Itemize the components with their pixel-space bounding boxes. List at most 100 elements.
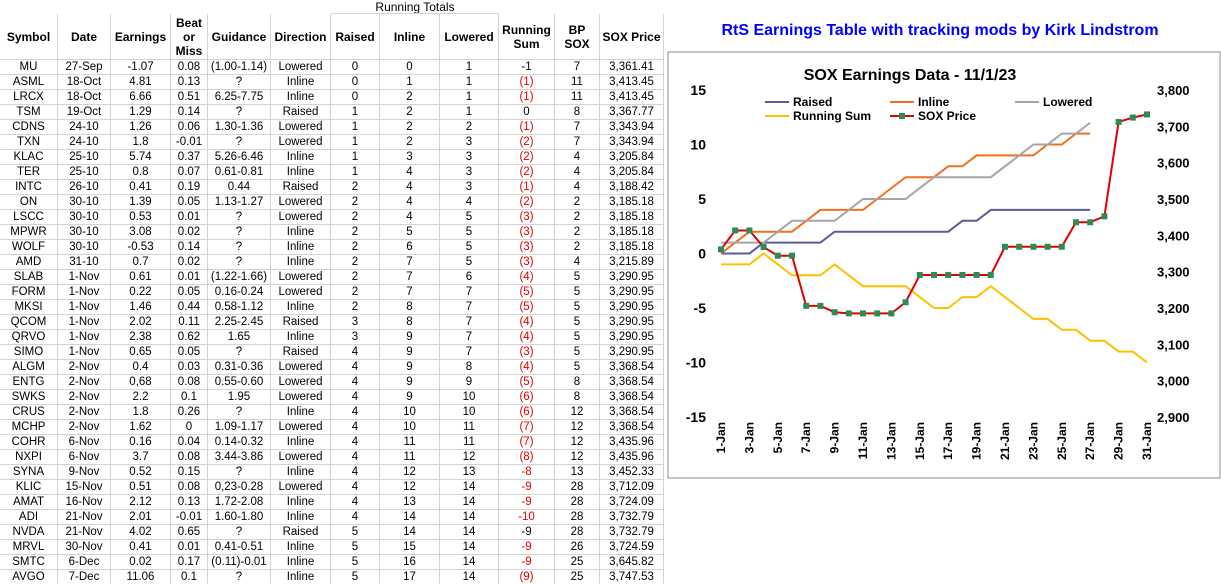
cell: 2.25-2.45	[208, 315, 271, 330]
cell: MCHP	[0, 420, 58, 435]
cell: 3.7	[111, 450, 171, 465]
cell: Lowered	[271, 360, 331, 375]
cell: (6)	[499, 390, 555, 405]
cell: QCOM	[0, 315, 58, 330]
cell: 30-10	[58, 240, 111, 255]
cell: -9	[499, 480, 555, 495]
cell: SYNA	[0, 465, 58, 480]
cell: (1)	[499, 180, 555, 195]
cell: 0.08	[171, 60, 208, 75]
cell: 0.37	[171, 150, 208, 165]
cell: 0.01	[171, 540, 208, 555]
cell: -0.01	[171, 135, 208, 150]
cell: 0.62	[171, 330, 208, 345]
cell: 0.13	[171, 75, 208, 90]
cell: 13	[555, 465, 600, 480]
cell: -1	[499, 60, 555, 75]
cell: 14	[440, 495, 499, 510]
cell: (1.22-1.66)	[208, 270, 271, 285]
cell: 3,368.54	[600, 405, 664, 420]
cell: -9	[499, 525, 555, 540]
x-tick-label: 31-Jan	[1140, 422, 1154, 460]
y2-tick-label: 3,700	[1157, 119, 1190, 134]
cell: (2)	[499, 195, 555, 210]
cell: 0.04	[171, 435, 208, 450]
cell: 28	[555, 495, 600, 510]
cell: 2	[555, 240, 600, 255]
cell: 1	[331, 135, 380, 150]
cell: MU	[0, 60, 58, 75]
cell: 0.26	[171, 405, 208, 420]
cell: 28	[555, 510, 600, 525]
cell: 3,368.54	[600, 375, 664, 390]
cell: 9	[380, 330, 440, 345]
cell: 0.41	[111, 180, 171, 195]
cell: 3,732.79	[600, 525, 664, 540]
cell: Inline	[271, 435, 331, 450]
cell: 1.09-1.17	[208, 420, 271, 435]
cell: ?	[208, 345, 271, 360]
cell: (9)	[499, 570, 555, 584]
cell: 5.74	[111, 150, 171, 165]
column-header: Inline	[380, 14, 440, 60]
cell: 3,712.09	[600, 480, 664, 495]
cell: 2	[555, 210, 600, 225]
cell: 4	[555, 165, 600, 180]
cell: 0.44	[208, 180, 271, 195]
column-header: Running Sum	[499, 14, 555, 60]
cell: (7)	[499, 435, 555, 450]
y-tick-label: 15	[690, 82, 706, 98]
cell: QRVO	[0, 330, 58, 345]
cell: 3,185.18	[600, 210, 664, 225]
cell: 10	[380, 405, 440, 420]
cell: -9	[499, 495, 555, 510]
series-marker	[1115, 118, 1122, 125]
cell: 3,368.54	[600, 390, 664, 405]
cell: 18-Oct	[58, 90, 111, 105]
cell: 3,188.42	[600, 180, 664, 195]
cell: ?	[208, 105, 271, 120]
cell: (6)	[499, 405, 555, 420]
x-tick-label: 9-Jan	[828, 422, 842, 453]
cell: 0,68	[111, 375, 171, 390]
cell: 12	[440, 450, 499, 465]
series-marker	[845, 310, 852, 317]
cell: KLIC	[0, 480, 58, 495]
cell: 3	[380, 150, 440, 165]
x-tick-label: 15-Jan	[913, 422, 927, 460]
cell: 1-Nov	[58, 315, 111, 330]
cell: 28	[555, 525, 600, 540]
cell: 3,343.94	[600, 120, 664, 135]
cell: 16-Nov	[58, 495, 111, 510]
cell: ?	[208, 525, 271, 540]
series-marker	[1144, 111, 1150, 118]
cell: 2.38	[111, 330, 171, 345]
cell: 12	[380, 480, 440, 495]
cell: 0.14-0.32	[208, 435, 271, 450]
y-tick-label: 10	[690, 137, 706, 153]
series-marker	[1087, 219, 1094, 226]
cell: 4	[380, 165, 440, 180]
cell: 4	[331, 435, 380, 450]
cell: SWKS	[0, 390, 58, 405]
cell: 0.61	[111, 270, 171, 285]
cell: 14	[380, 525, 440, 540]
cell: MPWR	[0, 225, 58, 240]
cell: 0	[380, 60, 440, 75]
x-tick-label: 19-Jan	[970, 422, 984, 460]
cell: 2	[331, 255, 380, 270]
cell: 3,290.95	[600, 345, 664, 360]
cell: 0.01	[171, 210, 208, 225]
cell: (5)	[499, 375, 555, 390]
legend-label: Inline	[918, 95, 950, 109]
cell: 3.08	[111, 225, 171, 240]
cell: (1.00-1.14)	[208, 60, 271, 75]
column-header: BP SOX	[555, 14, 600, 60]
cell: (5)	[499, 300, 555, 315]
cell: 0	[331, 75, 380, 90]
cell: 7	[380, 270, 440, 285]
cell: 14	[440, 480, 499, 495]
cell: Inline	[271, 510, 331, 525]
cell: 14	[440, 555, 499, 570]
cell: Inline	[271, 240, 331, 255]
